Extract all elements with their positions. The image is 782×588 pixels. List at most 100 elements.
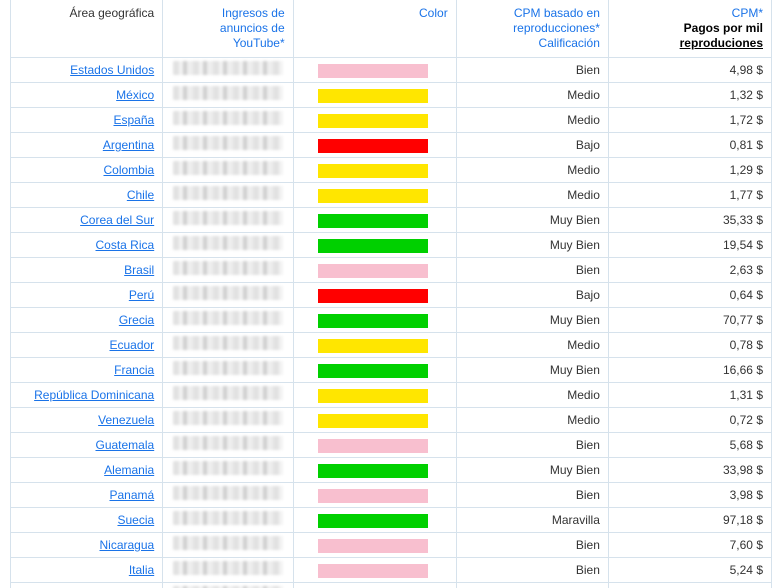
- header-row: Área geográfica Ingresos de anuncios de …: [11, 0, 772, 58]
- country-link[interactable]: Venezuela: [98, 413, 154, 427]
- country-link[interactable]: Ecuador: [109, 338, 154, 352]
- revenue-cell: [163, 508, 293, 533]
- revenue-cell: [163, 308, 293, 333]
- cpm-cell: 1,32 $: [608, 83, 771, 108]
- color-bar: [318, 414, 428, 428]
- table-row: ColombiaMedio1,29 $: [11, 158, 772, 183]
- blurred-value-icon: [173, 361, 282, 375]
- color-bar: [318, 439, 428, 453]
- blurred-value-icon: [173, 436, 282, 450]
- color-cell: [293, 283, 456, 308]
- country-link[interactable]: Nicaragua: [99, 538, 154, 552]
- country-link[interactable]: Chile: [127, 188, 154, 202]
- country-link[interactable]: Italia: [129, 563, 154, 577]
- table-row: BrasilBien2,63 $: [11, 258, 772, 283]
- revenue-cell: [163, 558, 293, 583]
- color-cell: [293, 558, 456, 583]
- country-link[interactable]: Costa Rica: [96, 238, 155, 252]
- rating-cell: Medio: [456, 383, 608, 408]
- country-cell: Perú: [11, 283, 163, 308]
- color-bar: [318, 464, 428, 478]
- country-link[interactable]: Corea del Sur: [80, 213, 154, 227]
- color-bar: [318, 239, 428, 253]
- cpm-cell: 1,77 $: [608, 183, 771, 208]
- color-cell: [293, 308, 456, 333]
- country-cell: Guatemala: [11, 433, 163, 458]
- rating-cell: Muy Bien: [456, 233, 608, 258]
- cpm-cell: 1,31 $: [608, 383, 771, 408]
- color-bar: [318, 214, 428, 228]
- blurred-value-icon: [173, 311, 282, 325]
- color-cell: [293, 183, 456, 208]
- cpm-cell: 7,60 $: [608, 533, 771, 558]
- blurred-value-icon: [173, 461, 282, 475]
- color-cell: [293, 433, 456, 458]
- color-bar: [318, 114, 428, 128]
- header-cpm-rating-l2: reproducciones*: [465, 21, 600, 36]
- table-row: PerúBajo0,64 $: [11, 283, 772, 308]
- country-link[interactable]: Estados Unidos: [70, 63, 154, 77]
- revenue-cell: [163, 58, 293, 83]
- country-link[interactable]: Suecia: [117, 513, 154, 527]
- color-bar: [318, 264, 428, 278]
- rating-cell: Medio: [456, 408, 608, 433]
- country-link[interactable]: España: [113, 113, 154, 127]
- revenue-cell: [163, 258, 293, 283]
- revenue-cell: [163, 208, 293, 233]
- table-row: AlemaniaMuy Bien33,98 $: [11, 458, 772, 483]
- cpm-cell: 5,24 $: [608, 558, 771, 583]
- country-link[interactable]: Grecia: [119, 313, 154, 327]
- country-link[interactable]: Argentina: [103, 138, 154, 152]
- country-link[interactable]: Guatemala: [95, 438, 154, 452]
- table-row: NicaraguaBien7,60 $: [11, 533, 772, 558]
- table-row: FranciaMuy Bien16,66 $: [11, 358, 772, 383]
- country-cell: Alemania: [11, 458, 163, 483]
- cpm-cell: 3,98 $: [608, 483, 771, 508]
- country-link[interactable]: República Dominicana: [34, 388, 154, 402]
- color-bar: [318, 189, 428, 203]
- header-area[interactable]: Área geográfica: [11, 0, 163, 58]
- country-link[interactable]: Alemania: [104, 463, 154, 477]
- header-color[interactable]: Color: [293, 0, 456, 58]
- rating-cell: Bajo: [456, 133, 608, 158]
- cpm-cell: 0,64 $: [608, 283, 771, 308]
- revenue-cell: [163, 483, 293, 508]
- cpm-cell: 1,72 $: [608, 108, 771, 133]
- header-cpm-l1: CPM*: [617, 6, 763, 21]
- header-revenue[interactable]: Ingresos de anuncios de YouTube*: [163, 0, 293, 58]
- revenue-cell: [163, 358, 293, 383]
- header-cpm-rating-l1: CPM basado en: [465, 6, 600, 21]
- cpm-cell: 0,72 $: [608, 408, 771, 433]
- blurred-value-icon: [173, 386, 282, 400]
- color-bar: [318, 89, 428, 103]
- table-row: Venezuela Medio0,72 $: [11, 408, 772, 433]
- country-cell: Ecuador: [11, 333, 163, 358]
- rating-cell: Bien: [456, 433, 608, 458]
- revenue-cell: [163, 533, 293, 558]
- color-bar: [318, 164, 428, 178]
- color-cell: [293, 108, 456, 133]
- table-row: ItaliaBien5,24 $: [11, 558, 772, 583]
- header-color-label: Color: [302, 6, 448, 21]
- country-cell: Francia: [11, 358, 163, 383]
- country-link[interactable]: Brasil: [124, 263, 154, 277]
- rating-cell: Bien: [456, 483, 608, 508]
- rating-cell: Muy Bien: [456, 308, 608, 333]
- header-cpm[interactable]: CPM* Pagos por mil reproduciones: [608, 0, 771, 58]
- revenue-cell: [163, 83, 293, 108]
- table-row: Costa RicaMuy Bien19,54 $: [11, 233, 772, 258]
- country-link[interactable]: México: [116, 88, 154, 102]
- rating-cell: Medio: [456, 183, 608, 208]
- country-link[interactable]: Panamá: [109, 488, 154, 502]
- cpm-cell: 16,66 $: [608, 358, 771, 383]
- table-row: Estados UnidosBien4,98 $: [11, 58, 772, 83]
- header-cpm-rating[interactable]: CPM basado en reproducciones* Calificaci…: [456, 0, 608, 58]
- table-row: MéxicoMedio1,32 $: [11, 83, 772, 108]
- color-bar: [318, 139, 428, 153]
- country-link[interactable]: Francia: [114, 363, 154, 377]
- color-bar: [318, 539, 428, 553]
- country-link[interactable]: Perú: [129, 288, 154, 302]
- rating-cell: Muy Bien: [456, 458, 608, 483]
- country-cell: Nicaragua: [11, 533, 163, 558]
- country-link[interactable]: Colombia: [103, 163, 154, 177]
